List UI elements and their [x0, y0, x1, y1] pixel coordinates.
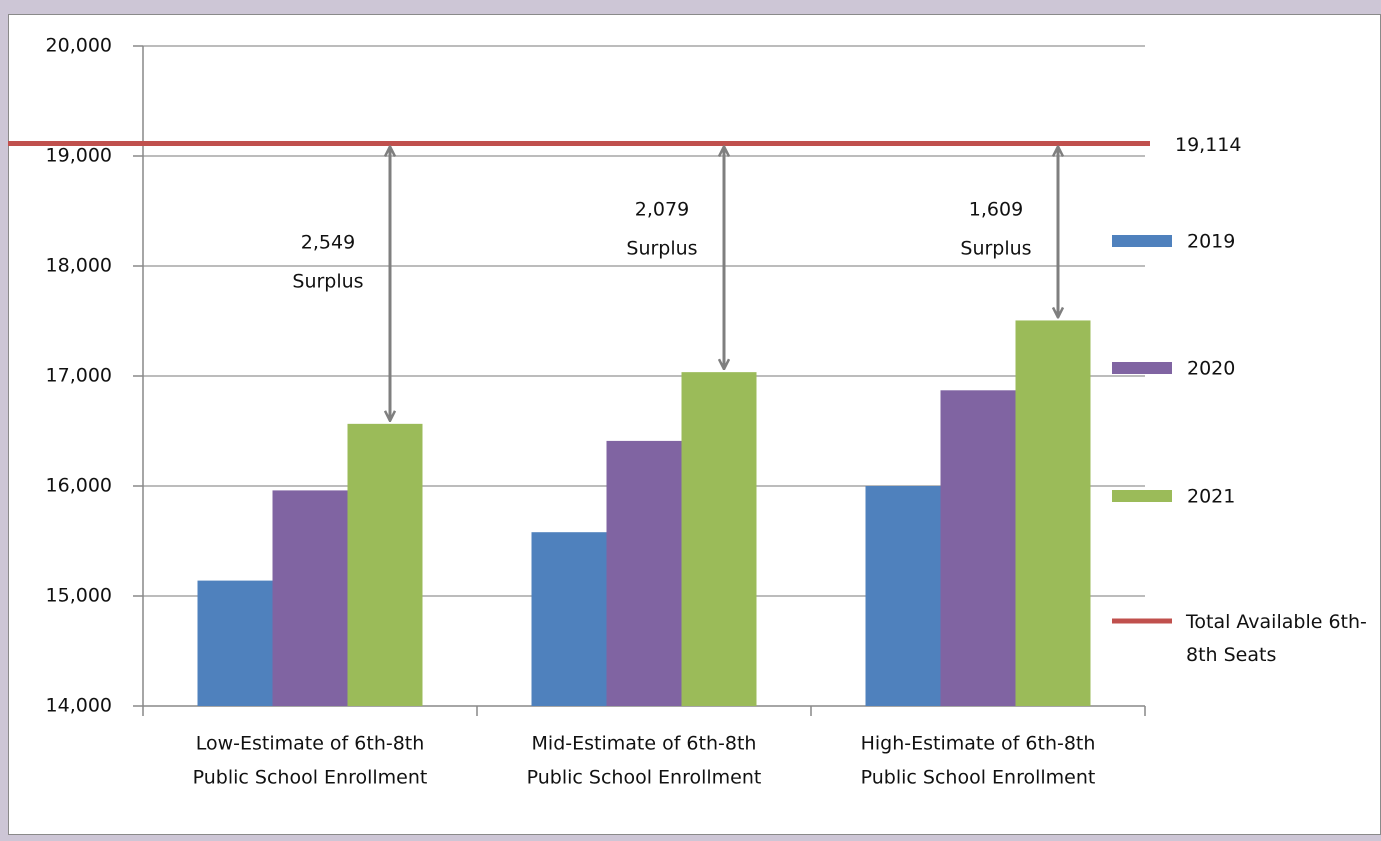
bar: [531, 532, 607, 706]
annotation: 1,609: [969, 199, 1023, 221]
annotation: 2,549: [301, 232, 355, 254]
y-tick-label: 18,000: [46, 255, 112, 277]
x-tick-label: High-Estimate of 6th-8th: [861, 733, 1096, 755]
legend-line-label: Total Available 6th-8th Seats: [1186, 611, 1367, 666]
x-tick-label: Mid-Estimate of 6th-8th: [532, 733, 757, 755]
bar: [865, 486, 941, 706]
bar: [606, 440, 682, 706]
x-tick-label: Public School Enrollment: [193, 767, 428, 789]
y-tick-label: 15,000: [46, 585, 112, 607]
y-tick-label: 17,000: [46, 365, 112, 387]
x-tick-label: Public School Enrollment: [527, 767, 762, 789]
legend-swatch: [1112, 490, 1172, 502]
annotation: Surplus: [626, 238, 697, 260]
annotation: Surplus: [292, 271, 363, 293]
legend-swatch: [1112, 235, 1172, 247]
x-tick-label: Low-Estimate of 6th-8th: [196, 733, 425, 755]
bar: [1015, 320, 1091, 706]
bar: [197, 580, 273, 706]
bar: [681, 372, 757, 706]
y-tick-label: 14,000: [46, 695, 112, 717]
annotation: 2,079: [635, 199, 689, 221]
bar: [272, 490, 348, 706]
reference-label: 19,114: [1175, 134, 1241, 156]
y-tick-label: 20,000: [46, 35, 112, 57]
annotation: Surplus: [960, 238, 1031, 260]
x-tick-label: Public School Enrollment: [861, 767, 1096, 789]
legend-label: 2020: [1187, 358, 1235, 380]
bar: [940, 390, 1016, 706]
legend-label: 2019: [1187, 231, 1235, 253]
legend-swatch: [1112, 362, 1172, 374]
bar: [347, 423, 423, 706]
legend-label: 2021: [1187, 486, 1235, 508]
y-tick-label: 19,000: [46, 145, 112, 167]
y-tick-label: 16,000: [46, 475, 112, 497]
